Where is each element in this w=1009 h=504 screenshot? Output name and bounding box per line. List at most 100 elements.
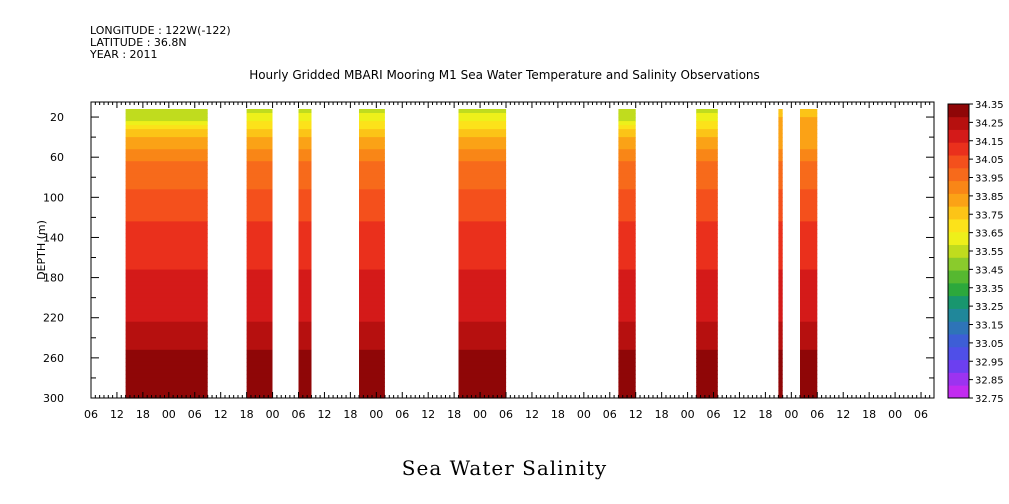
segment-cell: [298, 369, 312, 375]
segment-cell: [246, 133, 273, 138]
segment-cell: [298, 201, 312, 206]
segment-cell: [778, 169, 783, 174]
segment-cell: [246, 169, 273, 174]
segment-cell: [778, 193, 783, 198]
segment-cell: [359, 169, 385, 174]
segment-1: [125, 109, 208, 399]
segment-cell: [778, 121, 783, 126]
segment-cell: [778, 317, 783, 323]
segment-cell: [458, 261, 507, 267]
segment-cell: [778, 113, 783, 118]
segment-cell: [618, 390, 636, 395]
colorbar-swatch: [948, 346, 969, 361]
segment-cell: [696, 305, 718, 311]
segment-cell: [618, 153, 636, 158]
colorbar-swatch: [948, 167, 969, 182]
segment-cell: [125, 333, 208, 339]
segment-cell: [800, 213, 818, 218]
segment-cell: [359, 117, 385, 122]
segment-cell: [778, 293, 783, 299]
segment-cell: [800, 197, 818, 202]
x-tick-label: 12: [629, 408, 643, 421]
segment-cell: [125, 257, 208, 263]
segment-cell: [618, 157, 636, 162]
segment-cell: [458, 377, 507, 383]
segment-cell: [359, 345, 385, 351]
colorbar-swatch: [948, 104, 969, 118]
segment-cell: [246, 197, 273, 202]
colorbar-swatch: [948, 321, 969, 335]
segment-cell: [125, 361, 208, 367]
segment-cell: [618, 269, 636, 275]
x-tick-label: 06: [499, 408, 513, 421]
segment-cell: [298, 121, 312, 126]
segment-cell: [618, 193, 636, 198]
segment-cell: [125, 129, 208, 134]
segment-cell: [458, 137, 507, 142]
segment-cell: [458, 229, 507, 234]
segment-cell: [458, 394, 507, 399]
x-tick-label: 18: [240, 408, 254, 421]
segment-cell: [125, 193, 208, 198]
segment-cell: [359, 301, 385, 307]
segment-cell: [298, 145, 312, 150]
segment-cell: [458, 233, 507, 238]
colorbar-swatch: [948, 155, 969, 169]
segment-cell: [125, 285, 208, 291]
segment-cell: [618, 129, 636, 134]
segment-cell: [800, 265, 818, 271]
segment-cell: [800, 237, 818, 243]
segment-cell: [458, 249, 507, 255]
segment-cell: [800, 390, 818, 395]
segment-8: [778, 109, 783, 399]
segment-cell: [359, 237, 385, 243]
segment-cell: [298, 365, 312, 371]
segment-cell: [246, 386, 273, 391]
segment-cell: [246, 357, 273, 363]
segment-cell: [618, 149, 636, 154]
segment-cell: [359, 309, 385, 315]
segment-cell: [246, 253, 273, 259]
segment-cell: [618, 125, 636, 130]
segment-cell: [778, 333, 783, 339]
segment-cell: [778, 161, 783, 166]
segment-cell: [458, 353, 507, 359]
segment-cell: [359, 297, 385, 303]
colorbar-swatch: [948, 359, 969, 373]
segment-cell: [800, 189, 818, 194]
segment-cell: [618, 353, 636, 359]
segment-cell: [800, 317, 818, 323]
segment-cell: [246, 369, 273, 375]
segment-cell: [246, 345, 273, 351]
segment-cell: [778, 257, 783, 263]
segment-cell: [696, 169, 718, 174]
colorbar-label: 33.85: [975, 192, 1004, 203]
segment-cell: [778, 117, 783, 122]
segment-cell: [696, 221, 718, 226]
segment-cell: [298, 185, 312, 190]
x-tick-label: 06: [603, 408, 617, 421]
segment-cell: [458, 149, 507, 154]
segment-cell: [359, 141, 385, 146]
segment-cell: [778, 125, 783, 130]
segment-cell: [800, 225, 818, 230]
segment-cell: [618, 181, 636, 186]
segment-cell: [800, 137, 818, 142]
segment-cell: [778, 109, 783, 114]
segment-cell: [618, 265, 636, 271]
segment-cell: [778, 137, 783, 142]
segment-cell: [125, 209, 208, 214]
segment-cell: [246, 365, 273, 371]
segment-cell: [618, 301, 636, 307]
segment-cell: [298, 257, 312, 263]
segment-cell: [125, 297, 208, 303]
segment-cell: [125, 349, 208, 355]
segment-cell: [359, 205, 385, 210]
x-tick-label: 06: [292, 408, 306, 421]
segment-cell: [696, 369, 718, 375]
segment-cell: [618, 341, 636, 347]
segment-cell: [298, 141, 312, 146]
segment-cell: [125, 165, 208, 170]
variable-title: Sea Water Salinity: [401, 456, 608, 480]
segment-cell: [298, 386, 312, 391]
